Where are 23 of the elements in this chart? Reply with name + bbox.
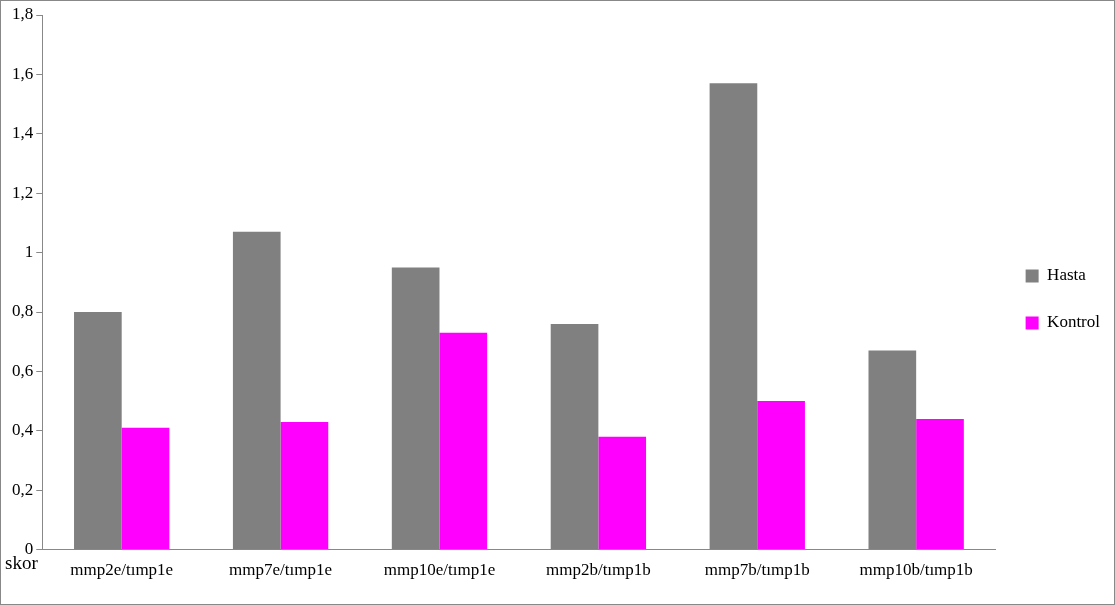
- y-tick-label: 0,6: [12, 360, 34, 380]
- y-tick-label: 0,8: [12, 301, 34, 321]
- y-tick-label: 1,2: [12, 182, 34, 202]
- bar: [757, 401, 805, 550]
- x-tick-label: mmp10e/tımp1e: [383, 560, 496, 580]
- x-tick-label: mmp7b/tımp1b: [704, 560, 810, 580]
- bar: [121, 427, 170, 550]
- x-tick-label: mmp7e/tımp1e: [229, 560, 333, 580]
- legend-label: Hasta: [1047, 265, 1087, 285]
- bar: [916, 418, 964, 550]
- bar: [439, 332, 488, 550]
- x-tick-label: mmp10b/tımp1b: [859, 560, 973, 580]
- y-tick-label: 1: [24, 242, 34, 262]
- y-tick-label: 0,4: [12, 420, 34, 440]
- bar: [280, 421, 329, 550]
- x-tick-label: mmp2b/tımp1b: [545, 560, 651, 580]
- y-tick-label: 1,8: [12, 4, 34, 24]
- legend-label: Kontrol: [1047, 312, 1101, 332]
- y-tick-label: 0,2: [12, 479, 34, 499]
- bar: [598, 436, 647, 550]
- y-tick-label: 1,6: [12, 63, 34, 83]
- x-tick-label: mmp2e/tımp1e: [70, 560, 174, 580]
- y-tick-label: 1,4: [12, 123, 34, 143]
